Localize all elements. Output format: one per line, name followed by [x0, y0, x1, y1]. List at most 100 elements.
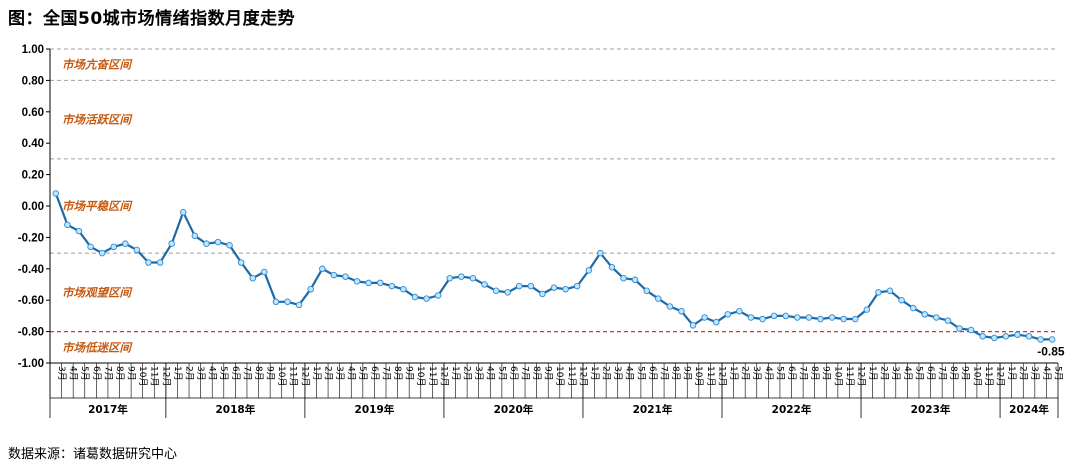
data-point	[87, 243, 94, 251]
data-point	[597, 249, 604, 257]
y-tick-label: 1.00	[22, 44, 44, 56]
y-tick-label: 0.40	[22, 138, 44, 150]
last-value-label: -0.85	[1037, 344, 1065, 358]
data-point	[933, 314, 940, 321]
data-point	[481, 281, 488, 288]
y-tick-label: -0.20	[18, 232, 44, 244]
data-point	[678, 307, 685, 315]
data-point	[967, 326, 975, 334]
y-tick-label: -0.80	[18, 327, 44, 339]
data-point	[1048, 336, 1056, 343]
data-source: 数据来源：诸葛数据研究中心	[8, 447, 178, 462]
data-point	[122, 240, 129, 247]
data-point	[863, 306, 871, 313]
data-point	[944, 317, 952, 324]
data-point	[319, 265, 326, 273]
data-point	[782, 312, 789, 320]
data-point	[770, 312, 778, 320]
data-point	[539, 290, 546, 298]
data-point	[365, 279, 372, 287]
data-point	[52, 190, 60, 197]
data-point	[1002, 333, 1010, 340]
data-point	[585, 267, 593, 274]
zone-label: 市场平稳区间	[62, 199, 133, 213]
year-label: 2020年	[494, 403, 534, 416]
data-point	[249, 274, 257, 282]
data-point	[330, 271, 338, 279]
data-point	[921, 311, 929, 318]
data-point	[886, 287, 894, 295]
data-point	[261, 268, 268, 276]
data-point	[110, 243, 117, 251]
data-point	[527, 282, 535, 290]
zone-label: 市场低迷区间	[62, 340, 133, 354]
data-point	[736, 307, 743, 315]
data-point	[805, 314, 813, 321]
data-point	[747, 314, 755, 321]
zone-label: 市场亢奋区间	[62, 58, 133, 72]
y-tick-label: 0.00	[22, 201, 44, 213]
data-point	[712, 318, 720, 326]
data-point	[423, 295, 430, 302]
data-point	[1014, 331, 1021, 338]
data-point	[156, 259, 164, 266]
data-point	[515, 282, 523, 290]
data-point	[469, 274, 477, 282]
y-tick-label: 0.60	[22, 107, 44, 119]
data-point	[295, 301, 303, 309]
data-point	[573, 282, 581, 290]
year-label: 2018年	[216, 403, 256, 416]
data-point	[64, 221, 71, 229]
data-point	[956, 325, 963, 332]
data-point	[458, 273, 465, 280]
data-point	[307, 285, 314, 293]
data-point	[446, 274, 453, 282]
data-point	[991, 334, 998, 342]
data-point	[411, 293, 419, 301]
data-point	[817, 315, 824, 323]
year-label: 2021年	[633, 403, 673, 416]
data-point	[203, 240, 210, 247]
y-tick-label: 0.80	[22, 75, 44, 87]
data-point	[620, 274, 627, 282]
data-point	[689, 322, 697, 329]
data-point	[828, 314, 836, 321]
y-tick-label: -0.60	[18, 295, 44, 307]
data-point	[226, 241, 233, 249]
data-point	[759, 315, 766, 323]
year-label: 2023年	[911, 403, 951, 416]
data-point	[1037, 336, 1044, 343]
data-point	[98, 249, 106, 257]
data-point	[400, 285, 407, 293]
data-point	[643, 287, 650, 295]
data-point	[168, 240, 175, 247]
data-point	[376, 279, 384, 287]
data-point	[75, 227, 83, 235]
data-point	[145, 259, 152, 266]
series-line	[54, 193, 1053, 341]
data-point	[342, 273, 349, 280]
year-label: 2022年	[772, 403, 812, 416]
data-point	[550, 284, 558, 291]
data-point	[979, 333, 986, 340]
year-label: 2024年	[1009, 403, 1049, 416]
line-chart: 1.00 0.80 0.60 0.40 0.20 0.00 -0.20 -0.40 -0.60 -…	[18, 44, 1065, 418]
zone-label: 市场活跃区间	[62, 113, 133, 127]
y-tick-label: -1.00	[18, 358, 44, 370]
data-point	[562, 285, 569, 293]
data-point	[666, 303, 674, 310]
data-point	[191, 232, 199, 240]
data-point	[434, 292, 442, 299]
data-point	[851, 315, 859, 323]
data-point	[504, 289, 511, 296]
data-point	[898, 296, 905, 304]
data-point	[840, 315, 847, 323]
data-point	[655, 295, 662, 302]
data-point	[492, 287, 500, 295]
zone-label: 市场观望区间	[62, 285, 133, 299]
year-label: 2017年	[88, 403, 128, 416]
data-point	[631, 276, 639, 284]
data-point	[353, 278, 361, 285]
data-point	[284, 298, 291, 306]
data-point	[214, 238, 222, 246]
